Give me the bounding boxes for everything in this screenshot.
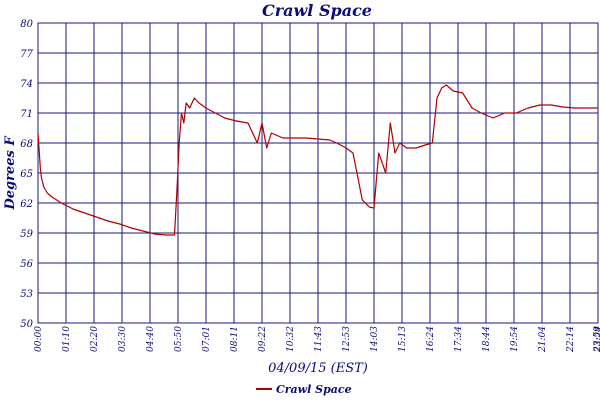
plot-area (37, 22, 599, 324)
x-tick-label: 08:11 (230, 326, 240, 352)
y-tick-label: 56 (20, 259, 33, 270)
chart-title: Crawl Space (262, 1, 372, 20)
x-tick-label: 21:04 (538, 326, 548, 353)
x-tick-label: 23:59 (593, 326, 600, 353)
x-tick-label: 09:22 (258, 326, 268, 352)
y-tick-label: 77 (20, 49, 33, 60)
y-tick-label: 80 (20, 19, 33, 30)
x-tick-label: 14:03 (370, 326, 380, 352)
y-tick-label: 68 (20, 139, 33, 150)
x-tick-label: 22:14 (566, 326, 576, 353)
x-tick-label: 19:54 (510, 326, 520, 352)
x-axis-ticks: 00:00 01:10 02:20 03:30 04:40 05:50 07:01 08:11… (34, 326, 600, 353)
x-tick-label: 04:40 (146, 326, 156, 352)
legend: Crawl Space (256, 383, 352, 396)
y-tick-label: 62 (20, 199, 33, 210)
legend-label: Crawl Space (276, 383, 352, 396)
y-tick-label: 53 (20, 289, 33, 300)
x-tick-label: 03:30 (118, 326, 128, 352)
x-tick-label: 01:10 (62, 326, 72, 352)
y-tick-label: 74 (20, 79, 33, 90)
y-tick-label: 71 (20, 109, 33, 120)
series-line (37, 84, 598, 236)
x-tick-label: 05:50 (174, 326, 184, 352)
x-tick-label: 07:01 (202, 326, 212, 352)
y-tick-label: 50 (20, 319, 33, 330)
y-tick-label: 65 (20, 169, 33, 180)
x-tick-label: 23:24 (594, 326, 600, 353)
x-tick-label: 02:20 (90, 326, 100, 352)
grid-lines (37, 22, 599, 324)
y-axis-label: Degrees F (3, 136, 18, 211)
x-tick-label: 17:34 (454, 326, 464, 352)
x-tick-label: 00:00 (34, 326, 44, 352)
x-tick-label: 15:13 (398, 326, 408, 352)
y-axis-ticks: 50 53 56 59 62 65 68 71 74 77 80 (20, 19, 33, 330)
y-tick-label: 59 (20, 229, 33, 240)
series-layer (37, 84, 598, 236)
x-tick-label: 16:24 (426, 326, 436, 352)
x-tick-label: 10:32 (286, 326, 296, 352)
x-tick-label: 11:43 (314, 326, 324, 352)
x-tick-label: 18:44 (482, 326, 492, 352)
x-tick-label: 12:53 (342, 326, 352, 352)
x-axis-label: 04/09/15 (EST) (268, 361, 368, 376)
